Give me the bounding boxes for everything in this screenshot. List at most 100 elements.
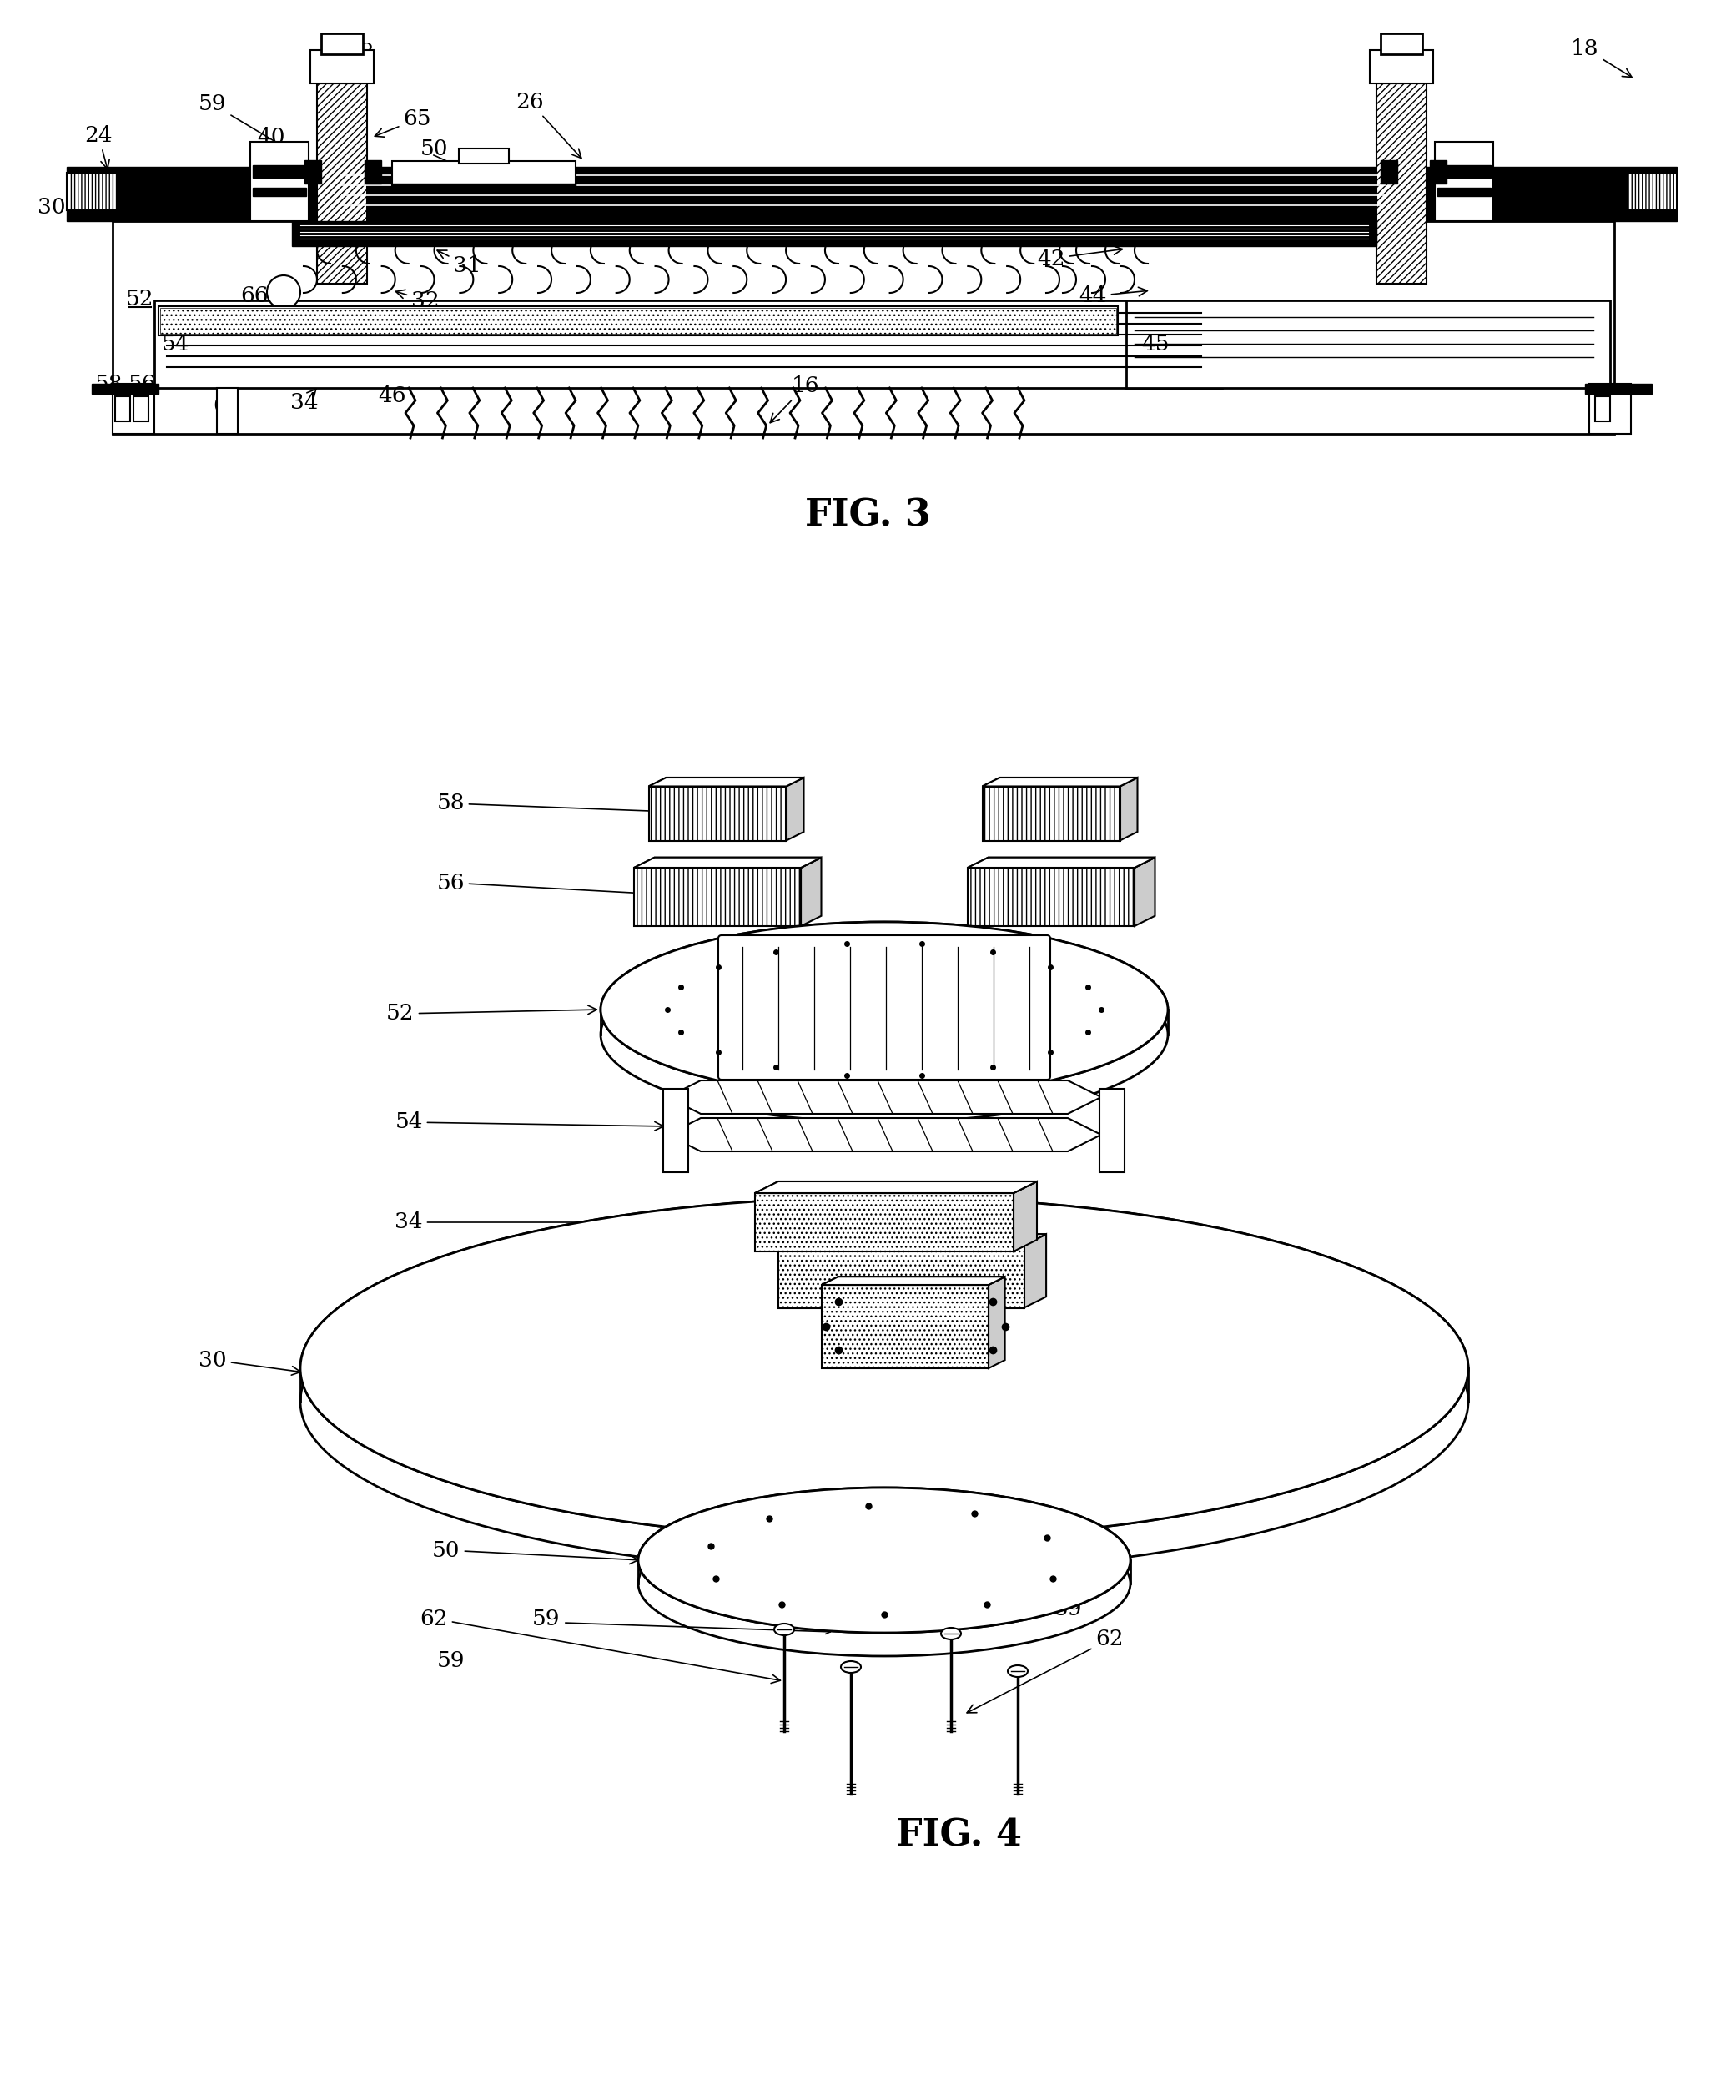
- Text: 62: 62: [420, 1609, 781, 1684]
- Text: 50: 50: [432, 1539, 639, 1564]
- Text: FIG. 4: FIG. 4: [896, 1819, 1023, 1854]
- Text: 31: 31: [437, 250, 481, 275]
- Polygon shape: [634, 867, 800, 926]
- Ellipse shape: [639, 1487, 1130, 1634]
- Bar: [92, 384, 158, 395]
- Bar: [392, 183, 576, 191]
- Polygon shape: [755, 1182, 1036, 1193]
- Text: 59: 59: [533, 1609, 561, 1630]
- Polygon shape: [800, 857, 821, 926]
- Polygon shape: [1135, 857, 1154, 926]
- Bar: [155, 300, 1222, 388]
- Bar: [365, 160, 382, 183]
- Bar: [1437, 166, 1491, 178]
- Text: 26: 26: [516, 92, 582, 157]
- Bar: [116, 225, 1609, 380]
- Text: 66: 66: [670, 1275, 698, 1296]
- Text: 59: 59: [436, 1651, 465, 1672]
- Bar: [1127, 300, 1609, 388]
- Bar: [1436, 143, 1493, 220]
- Text: 52: 52: [127, 288, 155, 309]
- Polygon shape: [667, 1117, 1101, 1151]
- Text: 24: 24: [85, 124, 113, 168]
- Text: 62: 62: [347, 42, 375, 80]
- Polygon shape: [821, 1277, 1005, 1285]
- Text: 45: 45: [1141, 334, 1170, 355]
- Polygon shape: [667, 1082, 1101, 1113]
- Text: 54: 54: [394, 1111, 663, 1132]
- Ellipse shape: [774, 1623, 793, 1636]
- Text: 32: 32: [396, 290, 439, 311]
- Text: 52: 52: [387, 1004, 597, 1025]
- Text: 31: 31: [608, 1325, 635, 1346]
- Bar: [66, 166, 1677, 220]
- Bar: [392, 162, 576, 191]
- Bar: [113, 384, 155, 435]
- Ellipse shape: [300, 1197, 1469, 1539]
- Polygon shape: [983, 777, 1137, 785]
- Polygon shape: [778, 1245, 1024, 1308]
- Ellipse shape: [601, 922, 1168, 1096]
- Text: 62: 62: [967, 1630, 1123, 1714]
- Bar: [134, 397, 149, 422]
- Text: 58: 58: [436, 794, 712, 817]
- Bar: [217, 388, 238, 435]
- Text: 30: 30: [198, 1350, 300, 1376]
- Polygon shape: [649, 777, 804, 785]
- Bar: [1627, 172, 1677, 210]
- Polygon shape: [983, 777, 1137, 785]
- Text: 16: 16: [771, 376, 819, 422]
- Polygon shape: [634, 857, 821, 867]
- Polygon shape: [821, 1277, 1005, 1285]
- Text: 56: 56: [436, 871, 703, 901]
- Ellipse shape: [300, 1231, 1469, 1573]
- Text: 40: 40: [257, 128, 285, 149]
- Text: 42: 42: [1036, 246, 1123, 269]
- Bar: [158, 307, 1118, 336]
- Text: 30: 30: [38, 197, 66, 216]
- Bar: [160, 309, 1116, 334]
- Bar: [1377, 84, 1427, 284]
- Ellipse shape: [639, 1487, 1130, 1634]
- Bar: [292, 220, 1377, 246]
- Bar: [1099, 1088, 1125, 1172]
- Bar: [1588, 384, 1630, 435]
- Ellipse shape: [639, 1512, 1130, 1657]
- Bar: [1595, 397, 1609, 422]
- Bar: [1585, 384, 1651, 395]
- Text: 59: 59: [1054, 1598, 1082, 1619]
- Bar: [66, 172, 116, 210]
- Text: 18: 18: [1571, 38, 1632, 78]
- Polygon shape: [983, 785, 1120, 840]
- Text: 34: 34: [394, 1212, 752, 1233]
- Bar: [253, 187, 306, 195]
- Text: 34: 34: [290, 388, 318, 412]
- Text: 59: 59: [198, 94, 302, 157]
- Bar: [253, 166, 306, 178]
- Polygon shape: [1014, 1182, 1036, 1252]
- Text: 54: 54: [161, 334, 189, 355]
- Ellipse shape: [1007, 1665, 1028, 1678]
- Polygon shape: [967, 867, 1135, 926]
- Polygon shape: [967, 857, 1154, 867]
- Ellipse shape: [601, 922, 1168, 1096]
- Text: 50: 50: [420, 139, 448, 160]
- Bar: [304, 160, 321, 183]
- Polygon shape: [786, 777, 804, 840]
- Polygon shape: [988, 1277, 1005, 1369]
- Text: 66: 66: [241, 286, 269, 307]
- Ellipse shape: [840, 1661, 861, 1674]
- Bar: [318, 84, 366, 284]
- Ellipse shape: [941, 1628, 962, 1640]
- Polygon shape: [649, 777, 804, 785]
- Polygon shape: [967, 857, 1154, 867]
- Polygon shape: [778, 1235, 1047, 1245]
- Text: 32: 32: [637, 1245, 665, 1266]
- Polygon shape: [778, 1235, 1047, 1245]
- Bar: [115, 397, 130, 422]
- Text: 66: 66: [670, 1340, 698, 1361]
- FancyBboxPatch shape: [719, 935, 1050, 1079]
- Bar: [311, 50, 373, 84]
- Text: FIG. 3: FIG. 3: [806, 498, 930, 533]
- Text: 46: 46: [378, 386, 406, 407]
